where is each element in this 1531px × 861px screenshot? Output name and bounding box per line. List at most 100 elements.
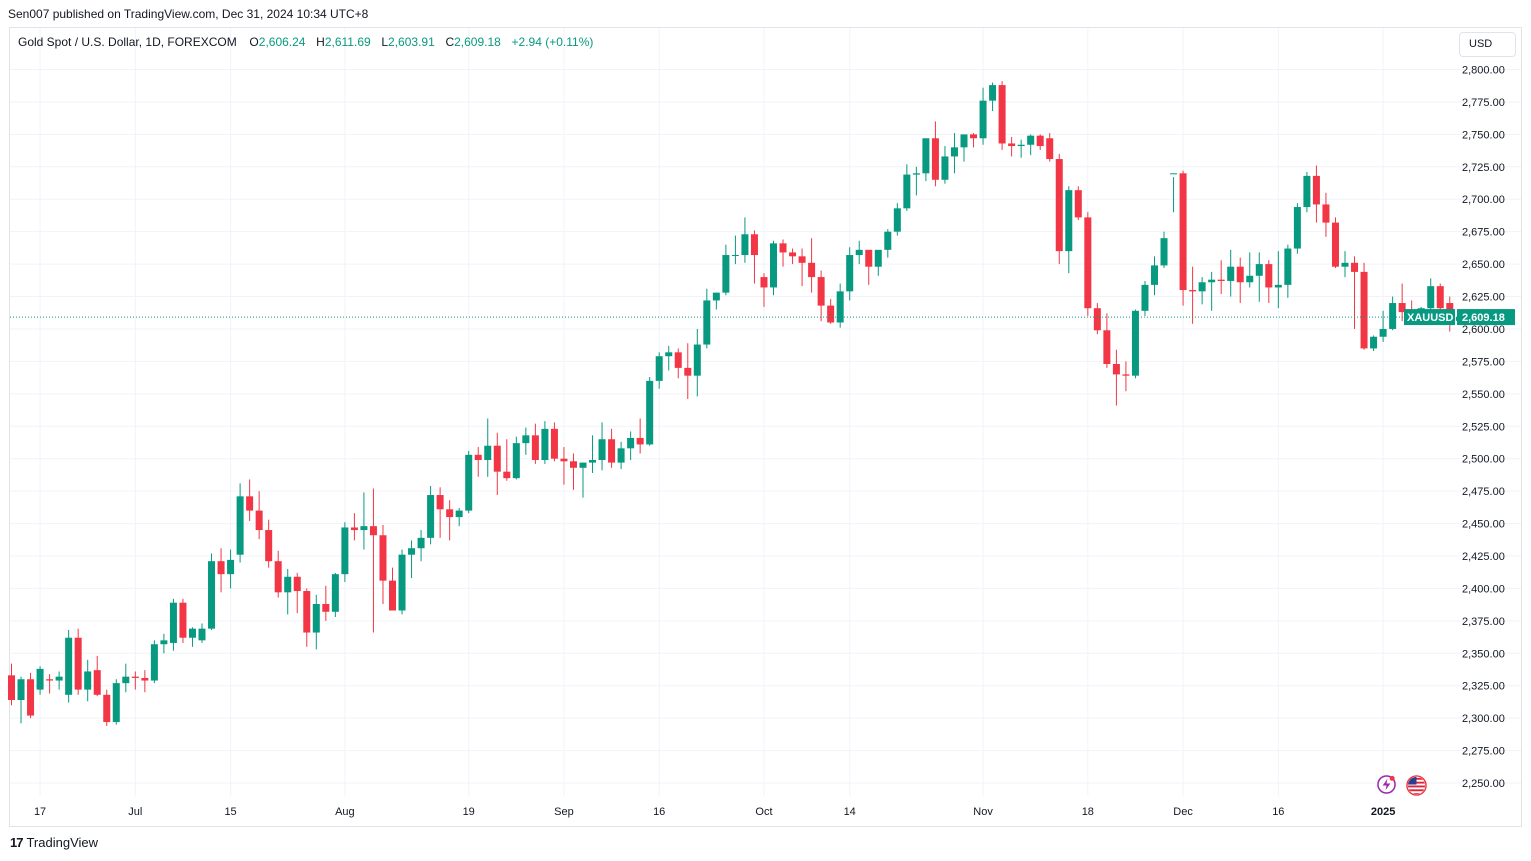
- candle-body: [1427, 286, 1435, 309]
- currency-button[interactable]: USD: [1459, 32, 1516, 57]
- candle-body: [55, 676, 63, 681]
- candle: [55, 671, 63, 690]
- x-tick-label: Aug: [335, 806, 355, 818]
- candle: [846, 247, 854, 301]
- candle: [27, 672, 35, 719]
- candle: [950, 133, 958, 174]
- candle: [1141, 280, 1149, 316]
- candle-body: [217, 561, 225, 575]
- candle-body: [141, 677, 149, 681]
- candle-body: [1398, 303, 1406, 313]
- candle-body: [474, 454, 482, 460]
- us-flag-icon[interactable]: [1406, 775, 1427, 796]
- candle-body: [1284, 248, 1292, 285]
- candle: [293, 572, 301, 614]
- candle-body: [931, 138, 939, 180]
- candle: [1284, 244, 1292, 298]
- x-tick-label: 14: [844, 806, 856, 818]
- tradingview-logo[interactable]: 17 TradingView: [10, 835, 98, 850]
- candle: [770, 240, 777, 296]
- candle: [960, 134, 968, 162]
- x-tick-label: Jul: [128, 806, 142, 818]
- y-tick-label: 2,300.00: [1462, 713, 1505, 725]
- y-tick-label: 2,775.00: [1462, 97, 1505, 109]
- candle: [646, 376, 654, 446]
- lightning-icon[interactable]: [1377, 775, 1396, 794]
- candle-body: [36, 668, 44, 690]
- candle: [855, 240, 863, 265]
- candle: [322, 585, 330, 621]
- candle-body: [808, 262, 816, 278]
- candle: [1065, 186, 1073, 274]
- candle: [1246, 252, 1254, 288]
- candle-body: [970, 134, 978, 139]
- candle-body: [1217, 279, 1225, 281]
- candle-body: [65, 637, 73, 695]
- candle: [1312, 165, 1320, 223]
- legend-close-value: 2,609.18: [454, 35, 501, 49]
- time-axis: 17 Jul 15 Aug 19 Sep 16 Oct 14 Nov 18 Dec 16 2025: [34, 806, 1395, 818]
- candle: [427, 485, 435, 545]
- candle: [1093, 303, 1101, 335]
- candle: [74, 628, 82, 695]
- candle-body: [712, 292, 720, 301]
- candle-body: [1141, 284, 1149, 311]
- candle: [198, 623, 206, 643]
- candle-body: [1170, 173, 1178, 175]
- candle-body: [1322, 204, 1330, 223]
- candle: [703, 288, 711, 349]
- legend-change: +2.94 (+0.11%): [511, 35, 594, 49]
- candle-body: [503, 471, 511, 479]
- candle: [1160, 231, 1168, 268]
- candle-body: [693, 344, 701, 376]
- candle-body: [1093, 308, 1101, 331]
- candle-body: [579, 462, 587, 468]
- candle: [1341, 251, 1349, 278]
- candle: [369, 488, 377, 633]
- candle: [1084, 212, 1092, 316]
- candle: [93, 655, 101, 697]
- candle-body: [465, 454, 473, 511]
- candle: [693, 328, 701, 397]
- candle: [608, 428, 616, 468]
- x-tick-label: Nov: [973, 806, 993, 818]
- candle: [1351, 256, 1359, 329]
- candle-body: [979, 100, 987, 139]
- legend-high-value: 2,611.69: [324, 35, 371, 49]
- legend-title: Gold Spot / U.S. Dollar, 1D, FOREXCOM: [18, 35, 237, 49]
- candle-body: [646, 380, 654, 445]
- candle: [1379, 310, 1387, 342]
- price-axis: 2,250.00 2,275.00 2,300.00 2,325.00 2,350.00…: [1462, 65, 1505, 791]
- candle-body: [750, 234, 758, 256]
- candle: [1112, 349, 1120, 406]
- y-tick-label: 2,600.00: [1462, 324, 1505, 336]
- y-tick-label: 2,675.00: [1462, 227, 1505, 239]
- x-tick-label: Oct: [755, 806, 772, 818]
- candle: [188, 627, 196, 647]
- candle-body: [122, 676, 130, 684]
- candle: [750, 230, 758, 284]
- candle: [655, 352, 663, 389]
- candle-body: [1036, 135, 1044, 147]
- y-tick-label: 2,725.00: [1462, 162, 1505, 174]
- candle: [169, 598, 177, 651]
- candle-body: [350, 527, 358, 531]
- candle: [455, 508, 463, 527]
- candle-body: [398, 554, 406, 611]
- x-tick-label: Sep: [554, 806, 574, 818]
- candle: [1255, 252, 1263, 302]
- candle-body: [1389, 303, 1397, 329]
- candle: [1217, 260, 1225, 294]
- candle: [17, 676, 25, 724]
- candle: [141, 670, 149, 693]
- candle: [1198, 277, 1206, 305]
- candle-body: [322, 604, 330, 612]
- candle-body: [1103, 330, 1111, 364]
- candle-body: [541, 428, 549, 460]
- candle: [1227, 249, 1235, 297]
- candle-body: [722, 255, 730, 293]
- legend-high-label: H: [316, 35, 325, 49]
- candle-body: [284, 576, 292, 593]
- tradingview-logo-icon: 17: [10, 835, 24, 850]
